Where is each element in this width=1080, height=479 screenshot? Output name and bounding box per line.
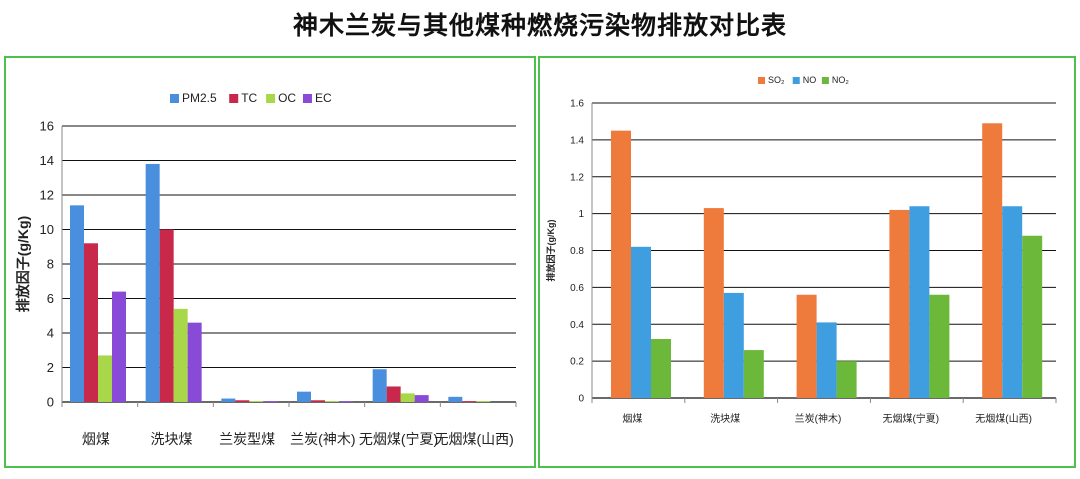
y-tick-label: 2 <box>47 360 54 375</box>
legend-label: NO₂ <box>832 75 850 85</box>
y-axis-label: 排放因子(g/Kg) <box>15 216 31 312</box>
right-chart-panel: 0 0.2 0.4 0.6 0.8 1 1.2 1.4 1.6 烟煤 洗块煤 兰炭(神木) 无烟煤(宁夏… <box>538 56 1076 468</box>
x-category-label: 烟煤 <box>82 431 110 447</box>
x-category-label: 无烟煤(山西) <box>975 412 1032 425</box>
x-category-label: 无烟煤(宁夏) <box>882 412 939 425</box>
x-category-label: 无烟煤(宁夏) <box>359 431 438 447</box>
bar-ec <box>414 395 429 402</box>
legend-label: NO <box>803 75 817 85</box>
bar-no2 <box>1022 235 1043 398</box>
y-tick-label: 0.6 <box>570 283 584 294</box>
bar-ec <box>263 401 278 402</box>
bar-tc <box>159 229 174 402</box>
bar-pm25 <box>448 396 463 402</box>
legend-label: EC <box>315 91 332 105</box>
x-category-label: 烟煤 <box>622 412 642 425</box>
bar-oc <box>249 401 264 402</box>
legend-label: PM2.5 <box>182 91 217 105</box>
bar-no <box>723 292 744 398</box>
bar-no2 <box>836 361 857 398</box>
bar-so2 <box>611 130 631 398</box>
y-tick-label: 0.8 <box>570 246 584 257</box>
bar-oc <box>400 393 415 402</box>
bar-no <box>1002 206 1023 398</box>
legend-label: TC <box>241 91 257 105</box>
x-category-label: 兰炭(神木) <box>795 412 842 425</box>
bar-pm25 <box>145 163 160 402</box>
bar-so2 <box>703 208 724 398</box>
x-category-label: 洗块煤 <box>710 412 740 425</box>
y-tick-label: 16 <box>40 119 54 134</box>
bar-tc <box>84 243 98 402</box>
y-tick-label: 1.2 <box>570 172 584 183</box>
bar-ec <box>187 322 202 402</box>
legend-swatch <box>792 77 800 84</box>
bar-pm25 <box>372 369 387 402</box>
right-bar-chart: 0 0.2 0.4 0.6 0.8 1 1.2 1.4 1.6 烟煤 洗块煤 兰炭(神木) 无烟煤(宁夏… <box>545 75 1057 425</box>
page-title: 神木兰炭与其他煤种燃烧污染物排放对比表 <box>292 11 787 40</box>
x-category-label: 兰炭(神木) <box>290 431 355 447</box>
x-category-label: 无烟煤(山西) <box>435 431 514 447</box>
legend-swatch <box>170 94 179 103</box>
bar-so2 <box>889 209 910 398</box>
bar-pm25 <box>221 398 236 402</box>
x-category-label: 兰炭型煤 <box>219 431 275 447</box>
y-tick-label: 0.4 <box>570 320 584 331</box>
bar-so2 <box>982 123 1003 398</box>
y-tick-label: 1.4 <box>570 135 584 146</box>
y-tick-label: 1 <box>578 209 584 220</box>
legend-swatch <box>302 94 312 103</box>
y-tick-label: 12 <box>40 188 54 203</box>
bar-so2 <box>796 294 817 398</box>
bar-no2 <box>651 339 671 398</box>
y-tick-label: 10 <box>40 222 54 237</box>
y-tick-label: 14 <box>40 153 54 168</box>
y-tick-label: 8 <box>47 257 54 272</box>
x-category-label: 洗块煤 <box>151 431 193 447</box>
y-axis-label: 排放因子(g/Kg) <box>545 220 556 282</box>
legend-label: SO₂ <box>768 75 785 85</box>
bar-ec <box>112 291 126 402</box>
bar-tc <box>235 400 250 402</box>
bar-tc <box>386 386 401 402</box>
y-tick-label: 0 <box>578 394 584 405</box>
bar-no2 <box>929 294 950 398</box>
left-bar-chart: 0 2 4 6 8 10 12 14 16 烟煤 洗块煤 兰炭型煤 兰炭(神木) 无烟煤(宁夏)无烟煤(山… <box>15 91 517 447</box>
bar-oc <box>476 401 491 402</box>
bar-no <box>631 246 651 398</box>
bar-no <box>909 206 930 398</box>
bar-tc <box>462 401 477 402</box>
legend-swatch <box>821 77 829 84</box>
bar-ec <box>339 401 353 402</box>
bar-pm25 <box>70 205 84 402</box>
bar-oc <box>325 401 339 402</box>
y-tick-label: 4 <box>47 326 54 341</box>
y-tick-label: 6 <box>47 291 54 306</box>
legend-swatch <box>758 77 765 84</box>
bar-oc <box>98 355 112 402</box>
bar-pm25 <box>297 391 311 402</box>
bar-no2 <box>743 350 764 398</box>
bar-oc <box>173 308 188 402</box>
legend-swatch <box>266 94 276 103</box>
bar-no <box>816 322 837 398</box>
y-tick-label: 0 <box>47 395 54 410</box>
legend-swatch <box>229 94 239 103</box>
y-tick-label: 0.2 <box>570 357 584 368</box>
legend-label: OC <box>278 91 296 105</box>
left-chart-panel: 0 2 4 6 8 10 12 14 16 烟煤 洗块煤 兰炭型煤 兰炭(神木) 无烟煤(宁夏) 无烟煤(山… <box>4 56 536 468</box>
y-tick-label: 1.6 <box>570 99 584 110</box>
bar-tc <box>311 400 325 402</box>
